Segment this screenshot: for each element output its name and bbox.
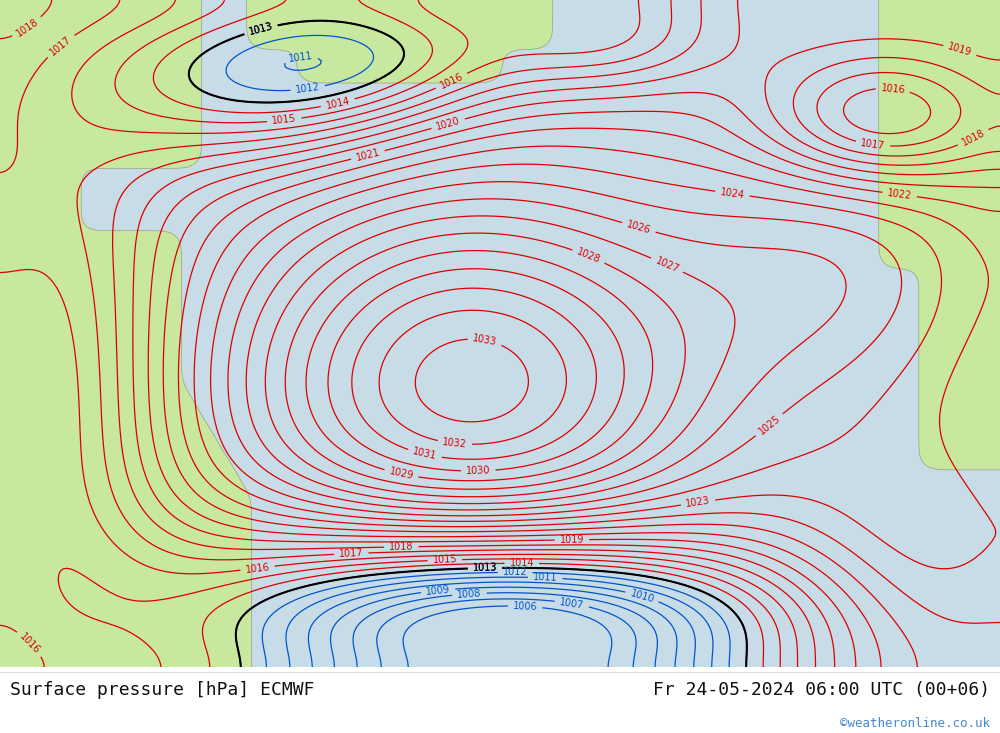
Text: 1023: 1023 [685,496,711,509]
Text: 1015: 1015 [272,114,297,126]
Text: 1016: 1016 [880,83,906,95]
Text: 1014: 1014 [509,559,534,568]
Text: 1022: 1022 [887,188,913,201]
Text: 1013: 1013 [248,21,274,37]
Text: 1017: 1017 [860,138,886,152]
Text: 1017: 1017 [48,34,73,57]
Text: 1011: 1011 [288,51,314,64]
Text: 1012: 1012 [295,82,321,95]
Text: 1016: 1016 [245,561,270,575]
Text: 1011: 1011 [533,572,558,583]
Text: 1028: 1028 [575,247,602,265]
Text: 1018: 1018 [14,16,40,38]
Text: 1007: 1007 [559,597,585,611]
Text: 1026: 1026 [626,219,652,235]
Text: 1013: 1013 [473,563,497,573]
Text: 1032: 1032 [442,437,468,449]
Text: 1030: 1030 [466,465,491,476]
Text: 1015: 1015 [432,555,457,565]
Text: 1012: 1012 [503,567,527,578]
Text: 1031: 1031 [412,446,438,462]
Text: 1020: 1020 [435,116,461,132]
Text: 1013: 1013 [473,563,497,573]
Text: ©weatheronline.co.uk: ©weatheronline.co.uk [840,717,990,729]
Text: 1010: 1010 [629,588,655,605]
Text: 1014: 1014 [325,95,351,111]
Text: 1033: 1033 [472,334,498,347]
Text: 1006: 1006 [513,601,538,612]
Text: 1009: 1009 [425,584,451,597]
Text: 1019: 1019 [560,534,584,545]
Text: 1017: 1017 [339,548,364,559]
Text: 1013: 1013 [248,21,274,37]
Text: 1018: 1018 [389,542,414,552]
Text: 1021: 1021 [355,147,381,163]
Text: 1029: 1029 [388,466,414,482]
Text: Fr 24-05-2024 06:00 UTC (00+06): Fr 24-05-2024 06:00 UTC (00+06) [653,681,990,699]
Text: 1025: 1025 [756,413,782,436]
Text: 1008: 1008 [457,588,482,600]
Text: 1016: 1016 [18,631,42,655]
Text: 1016: 1016 [438,71,465,91]
Text: 1019: 1019 [947,42,973,59]
Text: 1013: 1013 [473,563,497,573]
Text: 1018: 1018 [960,128,986,148]
Text: 1027: 1027 [654,255,680,275]
Text: Surface pressure [hPa] ECMWF: Surface pressure [hPa] ECMWF [10,681,314,699]
Text: 1013: 1013 [248,21,274,37]
Text: 1024: 1024 [720,187,745,200]
